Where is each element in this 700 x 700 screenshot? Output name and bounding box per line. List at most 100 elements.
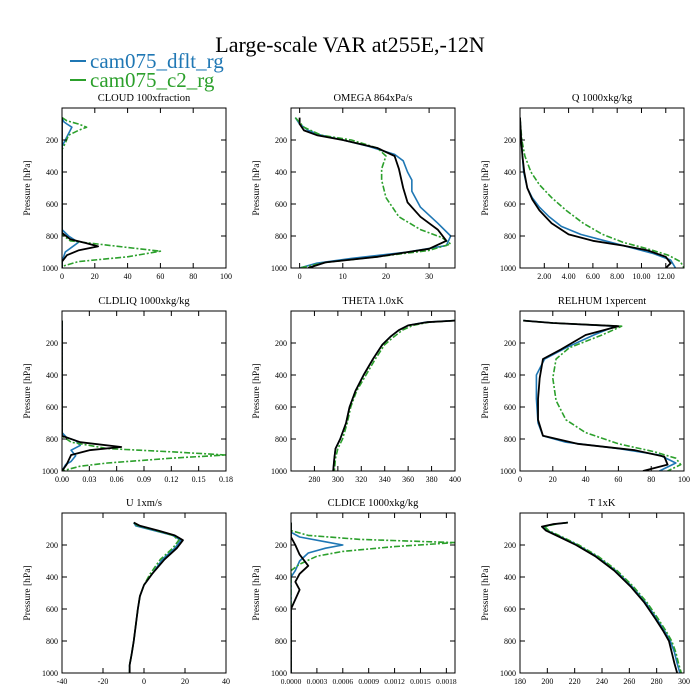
series-line-1 <box>333 319 455 471</box>
x-tick-label: 20 <box>181 677 189 686</box>
x-tick-label: 20 <box>91 272 99 281</box>
y-tick-label: 1000 <box>271 467 287 476</box>
y-tick-label: 800 <box>46 232 58 241</box>
x-tick-label: 240 <box>596 677 608 686</box>
y-tick-label: 600 <box>504 200 516 209</box>
x-tick-label: 0.00 <box>55 475 69 484</box>
x-tick-label: 0.03 <box>82 475 96 484</box>
series-line-2 <box>291 522 310 673</box>
x-tick-label: 2.00 <box>537 272 551 281</box>
panel-title: THETA 1.0xK <box>342 296 404 307</box>
x-tick-label: 8.00 <box>610 272 624 281</box>
series-line-0 <box>62 320 82 471</box>
series-line-0 <box>523 319 677 471</box>
x-tick-label: 30 <box>425 272 433 281</box>
y-tick-label: 1000 <box>271 669 287 678</box>
series-line-2 <box>332 319 455 471</box>
series-line-2 <box>62 320 123 471</box>
y-axis-label: Pressure [hPa] <box>481 565 491 620</box>
y-tick-label: 600 <box>275 200 287 209</box>
y-tick-label: 400 <box>504 168 516 177</box>
y-tick-label: 800 <box>275 637 287 646</box>
panel-frame <box>61 512 227 674</box>
x-tick-label: 0.0003 <box>307 677 328 686</box>
y-tick-label: 800 <box>275 232 287 241</box>
x-tick-label: 60 <box>156 272 164 281</box>
panel-frame <box>290 310 456 472</box>
y-tick-label: 800 <box>504 637 516 646</box>
x-tick-label: 20 <box>549 475 557 484</box>
y-axis-label: Pressure [hPa] <box>23 160 33 215</box>
x-tick-label: 300 <box>678 677 690 686</box>
panel-8: T 1xK 200 400 600 800 1000 Pressure [hPa] 180 20… <box>481 498 690 686</box>
y-tick-label: 600 <box>275 605 287 614</box>
x-tick-label: 0.0012 <box>384 677 405 686</box>
panel-frame <box>519 310 685 472</box>
panel-title: OMEGA 864xPa/s <box>333 93 412 104</box>
y-axis-label: Pressure [hPa] <box>252 363 262 418</box>
series-line-0 <box>520 117 677 268</box>
y-tick-label: 1000 <box>42 669 58 678</box>
y-axis-label: Pressure [hPa] <box>23 363 33 418</box>
x-tick-label: 0.0009 <box>358 677 379 686</box>
y-tick-label: 200 <box>46 339 58 348</box>
panel-frame <box>290 512 456 674</box>
panel-frame <box>61 107 227 269</box>
x-tick-label: 40 <box>582 475 590 484</box>
x-tick-label: 300 <box>332 475 344 484</box>
y-tick-label: 400 <box>46 573 58 582</box>
x-tick-label: 6.00 <box>586 272 600 281</box>
x-tick-label: -40 <box>57 677 68 686</box>
panel-2: Q 1000xkg/kg 200 400 600 800 1000 Pressure [hP… <box>481 93 685 281</box>
series-line-1 <box>62 116 162 268</box>
y-tick-label: 600 <box>504 605 516 614</box>
panel-title: U 1xm/s <box>126 498 162 509</box>
panel-frame <box>519 512 685 674</box>
x-tick-label: 0 <box>142 677 146 686</box>
series-line-0 <box>332 319 455 471</box>
panel-frame <box>519 107 685 269</box>
x-tick-label: 0.06 <box>110 475 124 484</box>
x-tick-label: 220 <box>569 677 581 686</box>
series-line-2 <box>520 117 672 268</box>
series-line-1 <box>128 521 180 673</box>
y-tick-label: 200 <box>504 541 516 550</box>
x-tick-label: 180 <box>514 677 526 686</box>
y-tick-label: 200 <box>275 541 287 550</box>
y-tick-label: 200 <box>504 339 516 348</box>
y-tick-label: 1000 <box>500 264 516 273</box>
x-tick-label: 260 <box>623 677 635 686</box>
x-tick-label: 0.0015 <box>410 677 431 686</box>
y-axis-label: Pressure [hPa] <box>252 160 262 215</box>
y-tick-label: 200 <box>46 541 58 550</box>
x-tick-label: 280 <box>308 475 320 484</box>
x-tick-label: 380 <box>426 475 438 484</box>
panel-title: CLDICE 1000xkg/kg <box>328 498 419 509</box>
legend: cam075_dflt_rg cam075_c2_rg <box>70 49 224 92</box>
y-tick-label: 400 <box>46 168 58 177</box>
y-tick-label: 200 <box>504 136 516 145</box>
x-tick-label: 340 <box>379 475 391 484</box>
y-axis-label: Pressure [hPa] <box>23 565 33 620</box>
x-tick-label: 10.00 <box>632 272 650 281</box>
panel-title: T 1xK <box>589 498 616 509</box>
y-tick-label: 1000 <box>42 264 58 273</box>
panel-frame <box>290 107 456 269</box>
y-tick-label: 1000 <box>42 467 58 476</box>
panel-4: THETA 1.0xK 200 400 600 800 1000 Pressure [hPa… <box>252 296 461 484</box>
y-tick-label: 600 <box>46 605 58 614</box>
x-tick-label: 20 <box>382 272 390 281</box>
legend-label-c2: cam075_c2_rg <box>90 68 215 92</box>
y-tick-label: 800 <box>275 435 287 444</box>
series-line-2 <box>298 117 448 268</box>
series-line-1 <box>294 117 452 268</box>
x-tick-label: 0 <box>518 475 522 484</box>
y-axis-label: Pressure [hPa] <box>481 160 491 215</box>
x-tick-label: 0.12 <box>164 475 178 484</box>
x-tick-label: 12.00 <box>657 272 675 281</box>
panel-0: CLOUD 100xfraction2004006008001000Pressu… <box>23 93 232 281</box>
x-tick-label: 10 <box>339 272 347 281</box>
series-line-1 <box>520 117 684 268</box>
y-tick-label: 600 <box>46 200 58 209</box>
